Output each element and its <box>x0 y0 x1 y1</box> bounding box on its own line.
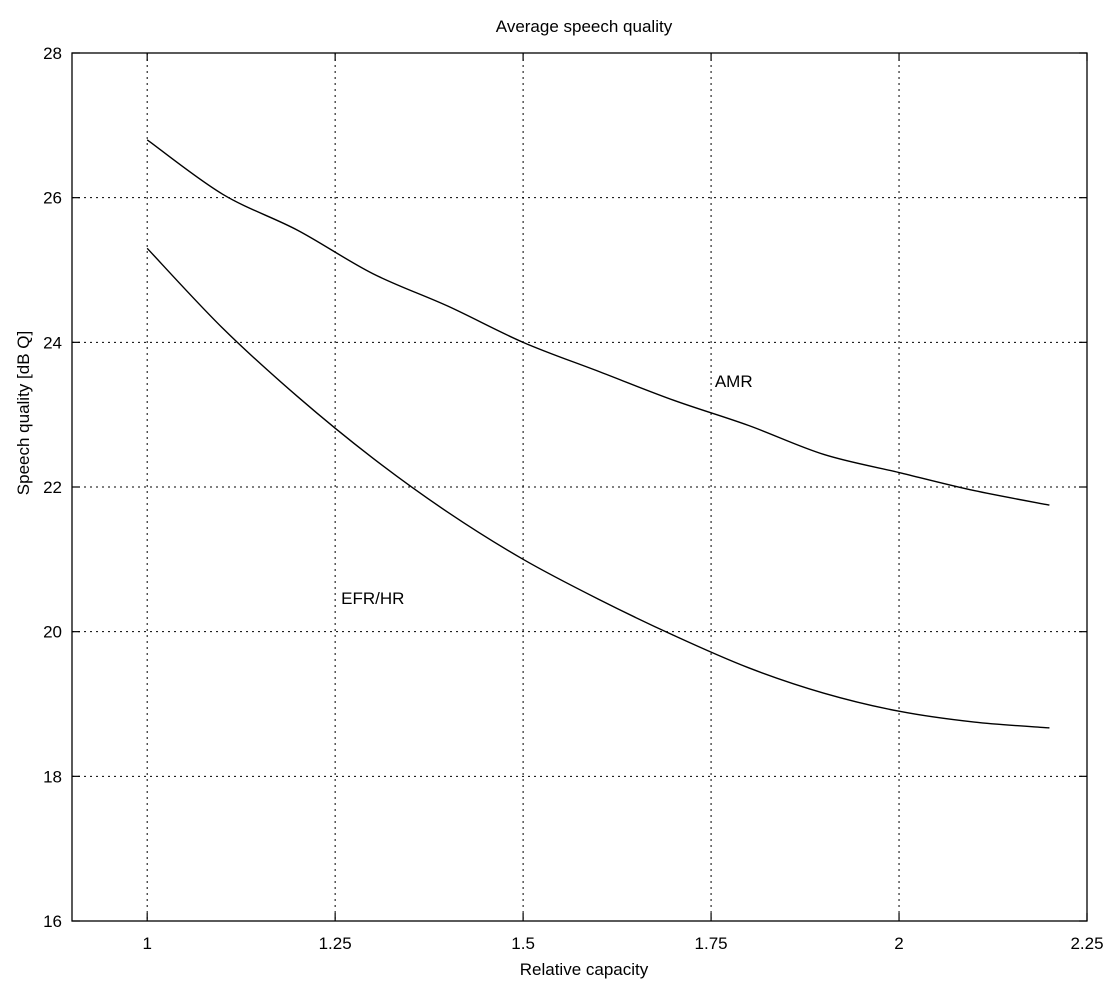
annotations: AMR EFR/HR <box>341 372 752 608</box>
x-tick-label: 2.25 <box>1070 934 1103 953</box>
y-tick-label: 18 <box>43 767 62 786</box>
annotation-efr-hr: EFR/HR <box>341 589 404 608</box>
x-tick-label: 1 <box>142 934 151 953</box>
y-tick-label: 20 <box>43 623 62 642</box>
x-tick-label: 1.25 <box>319 934 352 953</box>
x-tick-label: 1.75 <box>695 934 728 953</box>
y-axis-label: Speech quality [dB Q] <box>14 331 33 495</box>
x-axis-label: Relative capacity <box>520 960 649 979</box>
y-tick-label: 22 <box>43 478 62 497</box>
x-tick-label: 2 <box>894 934 903 953</box>
chart-title: Average speech quality <box>496 17 673 36</box>
y-tick-label: 24 <box>43 333 62 352</box>
y-tick-label: 28 <box>43 44 62 63</box>
x-tick-label: 1.5 <box>511 934 535 953</box>
y-tick-label: 26 <box>43 189 62 208</box>
y-tick-label: 16 <box>43 912 62 931</box>
annotation-amr: AMR <box>715 372 753 391</box>
axis-ticks <box>72 52 1088 922</box>
tick-labels: 1 1.25 1.5 1.75 2 2.25 16 18 20 22 24 26 28 <box>43 44 1103 953</box>
series-lines <box>146 139 1050 729</box>
series-line-efr-hr <box>146 247 1050 729</box>
series-line-amr <box>146 139 1050 506</box>
